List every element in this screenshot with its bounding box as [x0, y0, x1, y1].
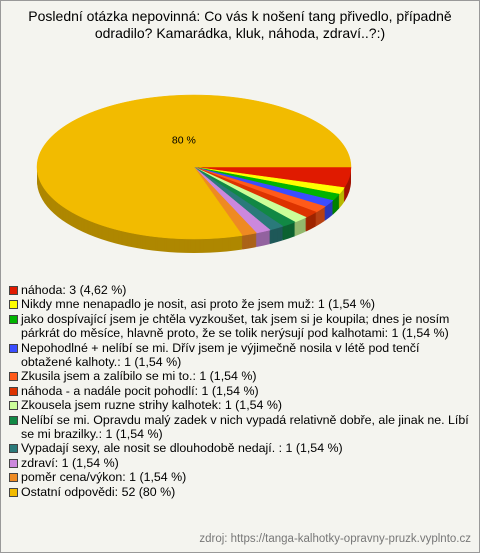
legend-item: Zkusila jsem a zalíbilo se mi to.: 1 (1,…: [9, 369, 471, 383]
legend-swatch: [9, 386, 18, 396]
chart-title: odradilo? Kamarádka, kluk, náhoda, zdrav…: [95, 25, 385, 41]
legend-item: poměr cena/výkon: 1 (1,54 %): [9, 470, 471, 484]
legend-item: zdraví: 1 (1,54 %): [9, 456, 471, 470]
legend-item: jako dospívající jsem je chtěla vyzkouše…: [9, 312, 471, 341]
legend-label: Vypadají sexy, ale nosit se dlouhodobě n…: [21, 441, 343, 456]
legend-item: Nelíbí se mi. Opravdu malý zadek v nich …: [9, 413, 471, 442]
legend-label: Ostatní odpovědi: 52 (80 %): [21, 484, 176, 499]
legend-swatch: [9, 343, 18, 353]
legend-label: Zkusila jsem a zalíbilo se mi to.: 1 (1,…: [21, 369, 257, 384]
legend-swatch: [9, 473, 18, 483]
pie-slice: [36, 94, 352, 240]
legend-label: jako dospívající jsem je chtěla vyzkouše…: [21, 311, 450, 341]
legend-swatch: [9, 314, 18, 324]
legend-swatch: [9, 401, 18, 411]
legend-swatch: [9, 415, 18, 425]
legend-label: zdraví: 1 (1,54 %): [21, 455, 119, 470]
slice-label: 80 %: [172, 135, 196, 147]
legend-swatch: [9, 372, 18, 382]
legend-item: náhoda: 3 (4,62 %): [9, 283, 471, 297]
legend-label: Nepohodlné + nelíbí se mi. Dřív jsem je …: [21, 340, 420, 370]
legend-label: Nelíbí se mi. Opravdu malý zadek v nich …: [21, 412, 469, 442]
legend: náhoda: 3 (4,62 %) Nikdy mne nenapadlo je…: [9, 283, 471, 499]
legend-swatch: [9, 300, 18, 310]
legend-item: Nikdy mne nenapadlo je nosit, asi proto …: [9, 297, 471, 311]
legend-swatch: [9, 458, 18, 468]
legend-swatch: [9, 487, 18, 497]
chart: Poslední otázka nepovinná: Co vás k noše…: [28, 8, 452, 253]
source: zdroj: https://tanga-kalhotky-opravny-pr…: [199, 533, 471, 545]
chart-title: Poslední otázka nepovinná: Co vás k noše…: [28, 8, 452, 24]
legend-item: Nepohodlné + nelíbí se mi. Dřív jsem je …: [9, 341, 471, 370]
legend-swatch: [9, 286, 18, 295]
legend-label: Nikdy mne nenapadlo je nosit, asi proto …: [21, 297, 375, 312]
legend-item: Ostatní odpovědi: 52 (80 %): [9, 485, 471, 499]
legend-label: poměr cena/výkon: 1 (1,54 %): [21, 470, 187, 485]
legend-swatch: [9, 444, 18, 454]
legend-item: Zkousela jsem ruzne strihy kalhotek: 1 (…: [9, 398, 471, 412]
legend-label: Zkousela jsem ruzne strihy kalhotek: 1 (…: [21, 398, 283, 413]
legend-item: náhoda - a nadále pocit pohodlí: 1 (1,54…: [9, 384, 471, 398]
legend-label: náhoda - a nadále pocit pohodlí: 1 (1,54…: [21, 383, 259, 398]
legend-label: náhoda: 3 (4,62 %): [21, 283, 127, 297]
legend-item: Vypadají sexy, ale nosit se dlouhodobě n…: [9, 441, 471, 455]
